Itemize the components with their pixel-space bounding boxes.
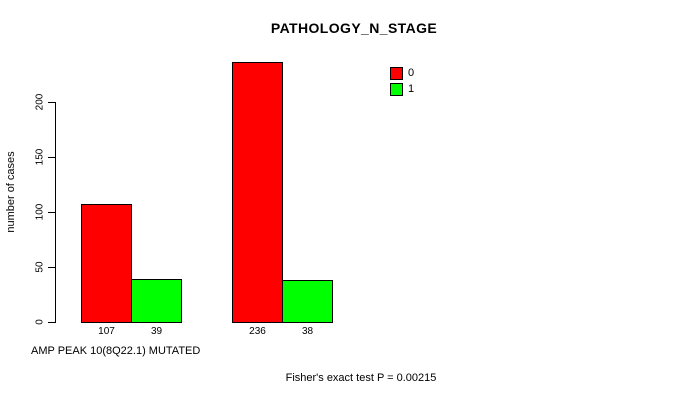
fisher-test-annotation: Fisher's exact test P = 0.00215 <box>285 372 437 384</box>
bar-series-1-group-2 <box>282 280 333 323</box>
bar-series-0-group-1 <box>81 204 132 323</box>
bar-series-0-group-2 <box>232 62 283 323</box>
x-axis-label: AMP PEAK 10(8Q22.1) MUTATED <box>31 345 201 357</box>
legend-label-0: 0 <box>408 66 415 79</box>
bar-value-label: 236 <box>249 326 266 337</box>
legend-swatch-1 <box>390 82 403 96</box>
chart-title: PATHOLOGY_N_STAGE <box>270 20 438 36</box>
y-tick <box>48 102 55 103</box>
bar-value-label: 107 <box>98 326 115 337</box>
y-tick <box>48 157 55 158</box>
y-tick-label: 100 <box>34 203 46 221</box>
y-tick <box>48 322 55 323</box>
y-tick-label: 0 <box>34 319 46 325</box>
bar-series-1-group-1 <box>131 279 182 323</box>
legend-swatch-0 <box>390 66 403 80</box>
bar-value-label: 39 <box>150 326 163 337</box>
y-tick-label: 50 <box>34 261 46 273</box>
y-tick <box>48 212 55 213</box>
legend-item-1: 1 <box>390 81 414 97</box>
y-tick-label: 150 <box>34 148 46 166</box>
legend-label-1: 1 <box>408 82 415 95</box>
bar-value-label: 38 <box>301 326 314 337</box>
y-tick-label: 200 <box>34 93 46 111</box>
legend-item-0: 0 <box>390 65 414 81</box>
y-axis-line <box>55 102 56 323</box>
y-tick <box>48 267 55 268</box>
